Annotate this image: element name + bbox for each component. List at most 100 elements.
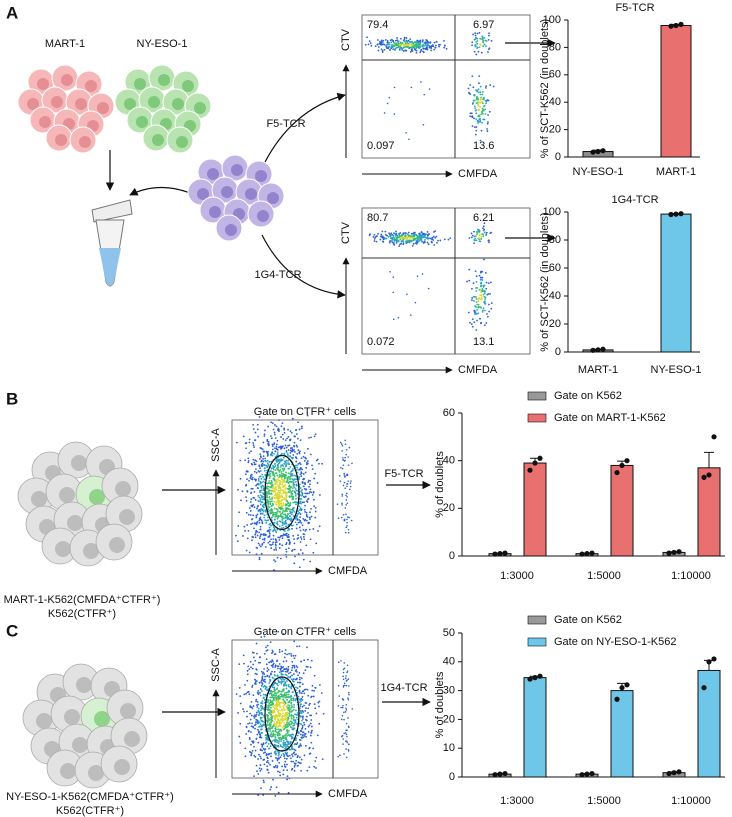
- event-dot: [313, 477, 316, 480]
- event-dot: [274, 543, 277, 546]
- event-dot: [485, 100, 488, 103]
- event-dot: [283, 481, 286, 484]
- event-dot: [345, 704, 348, 706]
- event-dot: [253, 527, 255, 530]
- event-dot: [480, 98, 483, 100]
- event-dot: [386, 40, 389, 42]
- event-dot: [305, 715, 308, 718]
- event-dot: [292, 485, 295, 487]
- nucleus: [71, 455, 87, 471]
- event-dot: [276, 716, 278, 718]
- event-dot: [473, 117, 475, 120]
- event-dot: [297, 731, 300, 734]
- event-dot: [345, 748, 347, 750]
- event-dot: [400, 235, 402, 238]
- event-dot: [399, 45, 402, 48]
- event-dot: [314, 472, 317, 475]
- event-dot: [277, 695, 280, 698]
- event-dot: [294, 699, 297, 702]
- event-dot: [293, 474, 296, 477]
- event-dot: [287, 472, 290, 475]
- event-dot: [428, 44, 430, 47]
- event-dot: [254, 459, 257, 462]
- event-dot: [278, 648, 281, 651]
- event-dot: [389, 49, 391, 51]
- event-dot: [286, 775, 289, 778]
- event-dot: [484, 272, 487, 274]
- event-dot: [272, 474, 275, 477]
- event-dot: [278, 482, 281, 485]
- event-dot: [394, 49, 396, 51]
- event-dot: [478, 46, 481, 49]
- event-dot: [407, 39, 410, 42]
- event-dot: [278, 671, 281, 674]
- event-dot: [290, 654, 293, 657]
- event-dot: [292, 495, 295, 498]
- event-dot: [276, 741, 278, 743]
- event-dot: [426, 231, 429, 233]
- nucleus: [221, 186, 233, 198]
- event-dot: [262, 505, 264, 508]
- event-dot: [340, 443, 343, 445]
- event-dot: [247, 665, 250, 668]
- event-dot: [277, 487, 280, 490]
- event-dot: [480, 282, 483, 285]
- event-dot: [251, 686, 253, 688]
- event-dot: [259, 525, 262, 528]
- event-dot: [477, 312, 480, 315]
- event-dot: [262, 460, 265, 463]
- x-tick-label: 1:3000: [500, 570, 534, 582]
- event-dot: [291, 469, 293, 472]
- event-dot: [248, 722, 251, 725]
- event-dot: [393, 113, 396, 115]
- event-dot: [255, 680, 258, 682]
- event-dot: [273, 743, 276, 746]
- event-dot: [300, 723, 303, 726]
- event-dot: [245, 483, 248, 486]
- event-dot: [256, 513, 259, 516]
- event-dot: [425, 39, 428, 41]
- event-dot: [272, 526, 275, 529]
- event-dot: [346, 729, 348, 732]
- event-dot: [251, 722, 253, 725]
- event-dot: [437, 239, 439, 242]
- event-dot: [257, 758, 259, 760]
- event-dot: [281, 715, 284, 718]
- event-dot: [265, 754, 268, 757]
- event-dot: [283, 521, 285, 524]
- event-dot: [288, 508, 290, 511]
- quadrant-value: 13.6: [473, 140, 494, 152]
- event-dot: [470, 112, 473, 115]
- event-dot: [345, 707, 347, 710]
- event-dot: [262, 720, 265, 723]
- data-point: [595, 148, 601, 155]
- event-dot: [273, 453, 275, 455]
- event-dot: [268, 526, 271, 529]
- event-dot: [238, 511, 241, 514]
- event-dot: [280, 489, 282, 492]
- event-dot: [279, 515, 282, 518]
- event-dot: [255, 514, 258, 517]
- event-dot: [239, 722, 242, 725]
- event-dot: [262, 671, 265, 674]
- event-dot: [245, 549, 248, 552]
- event-dot: [303, 452, 306, 454]
- event-dot: [288, 463, 291, 466]
- event-dot: [285, 660, 288, 662]
- event-dot: [258, 767, 261, 770]
- event-dot: [404, 49, 407, 52]
- event-dot: [273, 521, 276, 524]
- event-dot: [287, 669, 289, 672]
- event-dot: [255, 764, 258, 767]
- event-dot: [263, 763, 266, 766]
- event-dot: [279, 725, 282, 728]
- event-dot: [479, 139, 482, 142]
- event-dot: [479, 105, 482, 108]
- event-dot: [273, 513, 275, 516]
- event-dot: [271, 454, 274, 457]
- event-dot: [241, 490, 244, 493]
- event-dot: [285, 534, 288, 537]
- event-dot: [345, 733, 348, 736]
- event-dot: [298, 761, 301, 764]
